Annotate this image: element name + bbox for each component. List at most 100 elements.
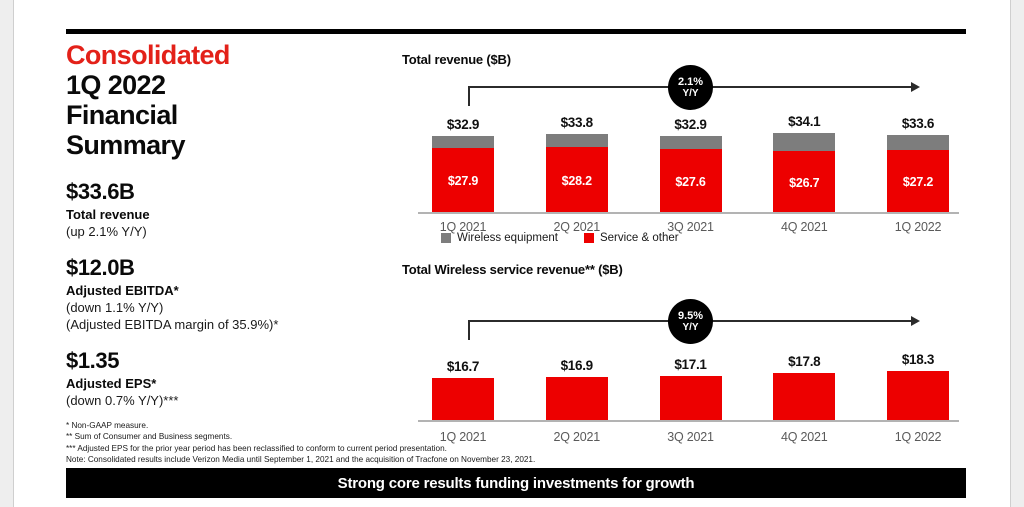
bar-total-label: $34.1 <box>788 114 821 129</box>
bar-column: $18.3 <box>887 352 949 422</box>
bar-segment-equipment <box>659 136 722 149</box>
bar-segment-service: $26.7 <box>773 151 836 214</box>
bar-segment-service-revenue <box>773 373 836 422</box>
yoy-unit: Y/Y <box>682 322 699 333</box>
yoy-badge: 9.5% Y/Y <box>668 299 713 344</box>
chart-title: Total revenue ($B) <box>402 52 511 67</box>
bar-column: $33.8 $28.2 <box>545 115 608 214</box>
chart-wireless-service-revenue: Total Wireless service revenue** ($B) <box>402 262 962 277</box>
bar <box>773 373 836 422</box>
bar-column: $32.9 $27.9 <box>432 117 494 214</box>
bar-total-label: $33.6 <box>901 116 935 131</box>
x-axis-label: 2Q 2021 <box>553 430 601 444</box>
page-title-summary: Summary <box>66 130 185 160</box>
x-axis-label: 1Q 2021 <box>439 220 487 234</box>
x-axis-label: 4Q 2021 <box>780 220 828 234</box>
legend-item-service-other: Service & other <box>583 232 679 244</box>
bar-segment-service: $27.2 <box>887 150 949 214</box>
bar-segment-service-revenue <box>545 377 608 422</box>
arrow-start-tick <box>468 86 470 106</box>
bar-segment-label: $27.9 <box>447 174 479 188</box>
page-title-financial: Financial <box>66 100 178 130</box>
bar-value-label: $18.3 <box>901 352 935 367</box>
footnote-item: * Non-GAAP measure. <box>66 421 149 430</box>
metric-sub: (down 0.7% Y/Y)*** <box>66 393 179 408</box>
plot-wireless-service-revenue: $16.7 $16.9 $17.1 <box>418 344 963 422</box>
right-separator <box>1010 0 1011 507</box>
bar-column: $16.7 <box>432 359 494 422</box>
left-separator <box>13 0 14 507</box>
metric-label: Adjusted EBITDA* <box>66 283 179 298</box>
footnote-item: ** Sum of Consumer and Business segments… <box>66 432 233 442</box>
arrow-start-tick <box>468 320 470 340</box>
metric-adjusted-eps: $1.35 Adjusted EPS* (down 0.7% Y/Y)*** <box>66 349 396 409</box>
summary-column: Consolidated 1Q 2022 Financial Summary $… <box>66 40 396 409</box>
chart-total-revenue: Total revenue ($B) <box>402 52 962 67</box>
bar-segment-equipment <box>432 136 494 148</box>
banner-text: Strong core results funding investments … <box>337 474 695 492</box>
x-axis-label: 3Q 2021 <box>667 430 714 444</box>
metric-value: $33.6B <box>66 179 135 204</box>
bar-segment-label: $27.2 <box>902 175 934 189</box>
chart-legend-total-revenue: Wireless equipment Service & other <box>441 232 679 244</box>
right-gutter <box>1011 0 1024 507</box>
bar-segment-equipment <box>545 134 608 147</box>
x-axis-label: 1Q 2021 <box>439 430 487 444</box>
bar-segment-service-revenue <box>887 371 949 422</box>
stacked-bar: $27.9 <box>432 136 494 214</box>
x-axis-line <box>418 212 959 214</box>
bar-total-label: $32.9 <box>446 117 480 132</box>
x-axis-labels-total-revenue: 1Q 2021 2Q 2021 3Q 2021 4Q 2021 1Q 2022 <box>432 214 949 234</box>
bar-segment-service-revenue <box>659 376 722 422</box>
x-axis-label: 1Q 2022 <box>894 430 942 444</box>
bar-column: $34.1 $26.7 <box>773 114 836 214</box>
footnote-item: *** Adjusted EPS for the prior year peri… <box>66 443 447 453</box>
bar-segment-label: $27.6 <box>675 174 706 189</box>
bar-segment-service: $28.2 <box>545 147 608 214</box>
x-axis-label: 3Q 2021 <box>667 220 714 234</box>
stacked-bar: $27.2 <box>887 135 949 214</box>
bar-segment-service: $27.6 <box>659 149 722 214</box>
x-axis-label: 2Q 2021 <box>553 220 601 234</box>
bar-total-label: $32.9 <box>674 117 707 132</box>
metric-value: $1.35 <box>66 348 120 373</box>
bar-value-label: $16.7 <box>446 359 480 374</box>
metric-label: Total revenue <box>66 207 150 222</box>
legend-swatch-icon <box>583 233 594 243</box>
legend-label: Wireless equipment <box>457 232 558 244</box>
bar <box>887 371 949 422</box>
yoy-value: 9.5% <box>677 310 704 322</box>
bar-segment-equipment <box>887 135 949 150</box>
legend-item-wireless-equipment: Wireless equipment <box>441 232 558 244</box>
bar-segment-label: $26.7 <box>789 175 820 190</box>
yoy-value: 2.1% <box>677 76 704 88</box>
bar-column: $32.9 $27.6 <box>659 117 722 214</box>
x-axis-line <box>418 420 959 422</box>
bar-value-label: $16.9 <box>560 358 594 373</box>
metric-value: $12.0B <box>66 255 135 280</box>
stacked-bar: $26.7 <box>773 133 836 214</box>
bar-group: $32.9 $27.9 $33.8 $28.2 <box>432 114 949 214</box>
bottom-banner: Strong core results funding investments … <box>66 468 966 498</box>
top-rule <box>66 29 966 34</box>
bar-value-label: $17.1 <box>674 357 707 372</box>
x-axis-labels-wireless-service: 1Q 2021 2Q 2021 3Q 2021 4Q 2021 1Q 2022 <box>432 424 949 444</box>
bar <box>545 377 608 422</box>
metric-sub: (up 2.1% Y/Y) <box>66 224 147 239</box>
metric-sub: (down 1.1% Y/Y) <box>66 300 164 315</box>
metric-label: Adjusted EPS* <box>66 376 157 391</box>
bar-segment-service-revenue <box>432 378 494 422</box>
metric-adjusted-ebitda: $12.0B Adjusted EBITDA* (down 1.1% Y/Y) … <box>66 256 396 333</box>
bar-segment-equipment <box>773 133 836 151</box>
page-title-consolidated: Consolidated <box>66 40 230 70</box>
bar-segment-label: $28.2 <box>561 173 592 188</box>
arrow-head-icon <box>911 316 920 326</box>
stacked-bar: $27.6 <box>659 136 722 214</box>
legend-label: Service & other <box>599 232 679 244</box>
metric-sub-margin: (Adjusted EBITDA margin of 35.9%)* <box>66 317 279 332</box>
bar-value-label: $17.8 <box>788 354 821 369</box>
footnote-item: Note: Consolidated results include Veriz… <box>66 455 536 465</box>
metric-total-revenue: $33.6B Total revenue (up 2.1% Y/Y) <box>66 180 396 240</box>
left-gutter <box>0 0 13 507</box>
